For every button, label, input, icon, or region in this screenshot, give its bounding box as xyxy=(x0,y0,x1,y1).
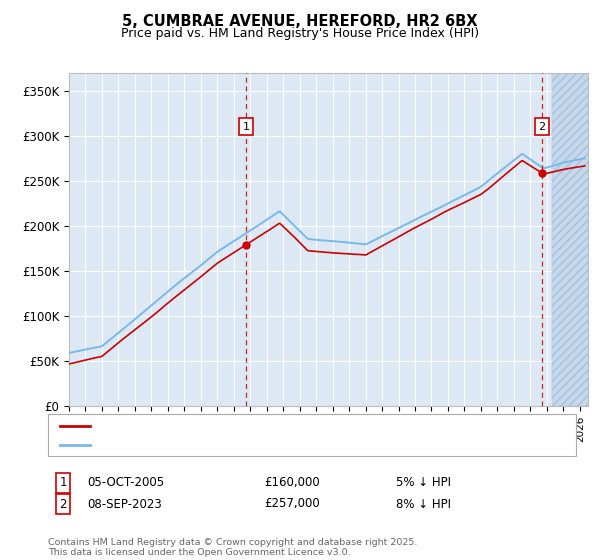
Text: £160,000: £160,000 xyxy=(264,476,320,489)
Text: Price paid vs. HM Land Registry's House Price Index (HPI): Price paid vs. HM Land Registry's House … xyxy=(121,27,479,40)
Text: £257,000: £257,000 xyxy=(264,497,320,511)
Text: 08-SEP-2023: 08-SEP-2023 xyxy=(87,497,162,511)
Text: 5, CUMBRAE AVENUE, HEREFORD, HR2 6BX (semi-detached house): 5, CUMBRAE AVENUE, HEREFORD, HR2 6BX (se… xyxy=(99,421,473,431)
Bar xyxy=(552,73,596,406)
Text: 5% ↓ HPI: 5% ↓ HPI xyxy=(396,476,451,489)
Text: 2: 2 xyxy=(538,122,545,132)
Text: 1: 1 xyxy=(59,476,67,489)
Text: 5, CUMBRAE AVENUE, HEREFORD, HR2 6BX: 5, CUMBRAE AVENUE, HEREFORD, HR2 6BX xyxy=(122,14,478,29)
Text: HPI: Average price, semi-detached house, Herefordshire: HPI: Average price, semi-detached house,… xyxy=(99,440,412,450)
Text: 8% ↓ HPI: 8% ↓ HPI xyxy=(396,497,451,511)
Text: 05-OCT-2005: 05-OCT-2005 xyxy=(87,476,164,489)
Text: Contains HM Land Registry data © Crown copyright and database right 2025.
This d: Contains HM Land Registry data © Crown c… xyxy=(48,538,418,557)
Text: 2: 2 xyxy=(59,497,67,511)
Text: 1: 1 xyxy=(242,122,250,132)
